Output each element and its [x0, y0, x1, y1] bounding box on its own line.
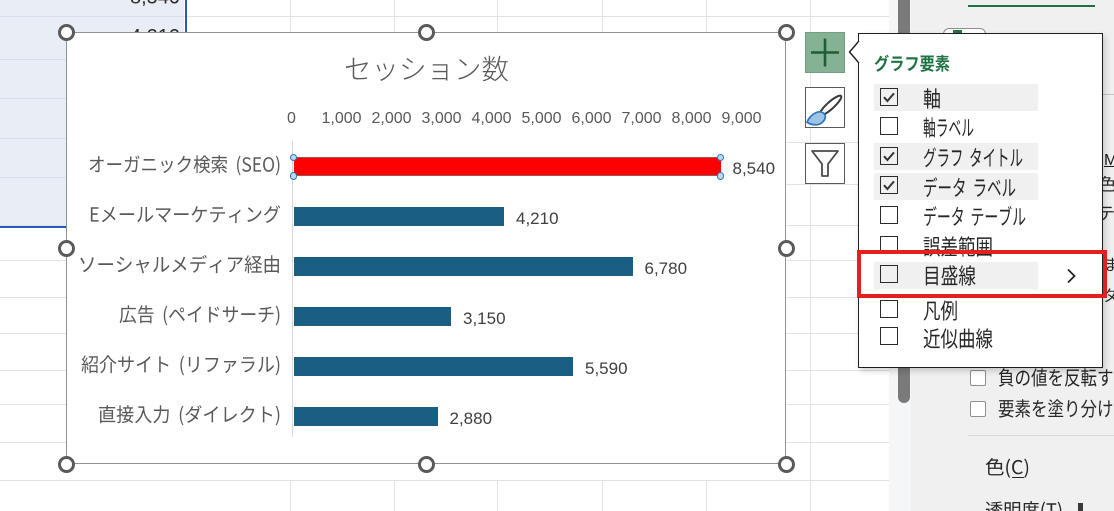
- svg-text:8,540: 8,540: [130, 0, 180, 6]
- svg-text:4,210: 4,210: [130, 27, 180, 32]
